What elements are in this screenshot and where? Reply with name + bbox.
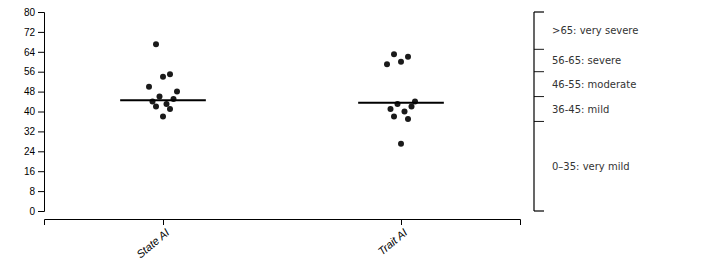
tick-label: 24	[24, 146, 36, 157]
point	[160, 74, 166, 80]
tick: 80	[24, 7, 44, 18]
tick: 72	[24, 27, 44, 38]
point	[405, 54, 411, 60]
tick-label: State AI	[134, 226, 171, 260]
tick: 16	[24, 166, 44, 177]
tick-mark	[38, 171, 44, 172]
point	[384, 61, 390, 67]
point	[388, 106, 394, 112]
bracket-label: 36-45: mild	[552, 104, 609, 115]
tick: State AI	[134, 219, 171, 260]
point	[398, 141, 404, 147]
tick-label: 8	[29, 186, 35, 197]
point	[146, 84, 152, 90]
tick-mark	[38, 151, 44, 152]
bracket-tick	[534, 71, 544, 72]
tick-label: 64	[24, 47, 36, 58]
chart: 0 8 16 24 32 40 48 56 64 72 80 State AI Trait AI >65:…	[0, 0, 720, 273]
tick-label: 40	[24, 106, 36, 117]
marks	[120, 41, 444, 146]
bracket-tick	[534, 121, 544, 122]
point	[405, 116, 411, 122]
tick: 40	[24, 106, 44, 117]
point	[157, 94, 163, 100]
point	[167, 71, 173, 77]
point	[167, 106, 173, 112]
tick: 8	[29, 186, 44, 197]
tick-label: 0	[29, 206, 35, 217]
tick-label: 80	[24, 7, 36, 18]
tick: 32	[24, 126, 44, 137]
plot: 0 8 16 24 32 40 48 56 64 72 80 State AI Trait AI >65:…	[24, 7, 639, 261]
tick: 56	[24, 66, 44, 77]
tick: 24	[24, 146, 44, 157]
tick-mark	[38, 131, 44, 132]
tick-label: 56	[24, 66, 36, 77]
tick-label: 32	[24, 126, 36, 137]
bracket-line	[533, 12, 534, 211]
tick-label: 72	[24, 27, 36, 38]
point	[153, 41, 159, 47]
tick-mark	[38, 52, 44, 53]
bracket-tick	[534, 49, 544, 50]
bracket-cap	[534, 210, 544, 211]
tick-mark	[38, 191, 44, 192]
bracket-label: 46-55: moderate	[552, 79, 636, 90]
tick-label: 16	[24, 166, 36, 177]
bracket-label: >65: very severe	[552, 25, 638, 36]
y-axis: 0 8 16 24 32 40 48 56 64 72 80	[24, 7, 45, 217]
tick-mark	[38, 32, 44, 33]
tick-mark	[38, 12, 44, 13]
point	[398, 59, 404, 65]
tick: 64	[24, 47, 44, 58]
point	[164, 101, 170, 107]
tick-label: Trait AI	[376, 226, 410, 257]
tick: 0	[29, 206, 44, 217]
bracket: >65: very severe 56-65: severe 46-55: mode…	[534, 12, 638, 211]
tick-mark	[163, 219, 164, 225]
point	[402, 109, 408, 115]
tick-mark	[38, 92, 44, 93]
tick-mark	[401, 219, 402, 225]
median-line	[120, 99, 206, 101]
tick-mark	[38, 112, 44, 113]
tick: 48	[24, 86, 44, 97]
bracket-label: 0–35: very mild	[552, 161, 630, 172]
point	[409, 104, 415, 110]
point	[391, 113, 397, 119]
tick-mark	[38, 211, 44, 212]
x-axis: State AI Trait AI	[45, 219, 521, 260]
tick-label: 48	[24, 86, 36, 97]
median-line	[358, 102, 444, 104]
point	[391, 51, 397, 57]
bracket-tick	[534, 96, 544, 97]
axis-domain	[38, 13, 45, 212]
bracket-cap	[534, 11, 544, 12]
axis-domain	[45, 220, 521, 226]
tick-mark	[38, 72, 44, 73]
point	[153, 104, 159, 110]
bracket-label: 56-65: severe	[552, 55, 621, 66]
tick: Trait AI	[376, 219, 410, 257]
point	[160, 113, 166, 119]
point	[174, 89, 180, 95]
